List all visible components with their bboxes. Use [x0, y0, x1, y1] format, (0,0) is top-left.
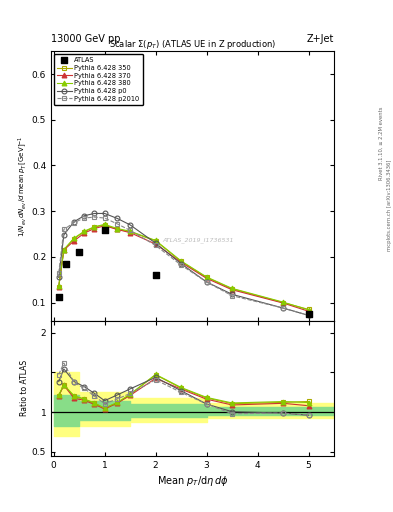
Pythia 6.428 380: [179, 258, 184, 264]
Pythia 6.428 350: [72, 236, 76, 242]
Pythia 6.428 p0: [61, 232, 66, 238]
Y-axis label: $1/N_{ev}\,dN_{ev}/d\,\mathrm{mean}\,p_T\,[\mathrm{GeV}]^{-1}$: $1/N_{ev}\,dN_{ev}/d\,\mathrm{mean}\,p_T…: [16, 135, 29, 237]
Pythia 6.428 380: [153, 238, 158, 244]
Pythia 6.428 p2010: [61, 226, 66, 232]
Pythia 6.428 350: [306, 306, 311, 312]
Pythia 6.428 370: [281, 300, 285, 306]
Pythia 6.428 350: [179, 259, 184, 265]
Pythia 6.428 p2010: [281, 305, 285, 311]
Pythia 6.428 370: [72, 238, 76, 244]
Title: Scalar $\Sigma(p_T)$ (ATLAS UE in Z production): Scalar $\Sigma(p_T)$ (ATLAS UE in Z prod…: [109, 38, 276, 51]
Pythia 6.428 350: [281, 300, 285, 306]
Pythia 6.428 p0: [230, 291, 235, 297]
Pythia 6.428 p0: [153, 240, 158, 246]
Pythia 6.428 370: [153, 241, 158, 247]
Pythia 6.428 370: [204, 275, 209, 282]
Pythia 6.428 380: [72, 235, 76, 241]
Pythia 6.428 350: [56, 284, 61, 290]
Pythia 6.428 p2010: [72, 220, 76, 226]
Pythia 6.428 p0: [204, 279, 209, 285]
Text: 13000 GeV pp: 13000 GeV pp: [51, 33, 121, 44]
Pythia 6.428 380: [281, 299, 285, 305]
Pythia 6.428 350: [153, 238, 158, 244]
ATLAS: [305, 310, 312, 318]
Pythia 6.428 350: [61, 247, 66, 253]
Pythia 6.428 p0: [82, 212, 86, 219]
Pythia 6.428 380: [128, 228, 132, 234]
Pythia 6.428 p2010: [128, 227, 132, 233]
Pythia 6.428 370: [92, 225, 97, 231]
Pythia 6.428 370: [128, 229, 132, 236]
ATLAS: [63, 260, 70, 268]
Pythia 6.428 p2010: [230, 293, 235, 299]
Pythia 6.428 370: [306, 308, 311, 314]
Pythia 6.428 p2010: [153, 242, 158, 248]
Pythia 6.428 p2010: [92, 214, 97, 220]
ATLAS: [152, 271, 159, 279]
Pythia 6.428 350: [102, 222, 107, 228]
Pythia 6.428 370: [230, 287, 235, 293]
Pythia 6.428 350: [230, 286, 235, 292]
Pythia 6.428 p2010: [306, 312, 311, 318]
Text: Rivet 3.1.10, ≥ 2.2M events: Rivet 3.1.10, ≥ 2.2M events: [379, 106, 384, 180]
Pythia 6.428 p2010: [56, 270, 61, 276]
Pythia 6.428 380: [230, 285, 235, 291]
Pythia 6.428 p0: [115, 216, 120, 222]
Pythia 6.428 p0: [306, 312, 311, 318]
Pythia 6.428 370: [61, 247, 66, 253]
Pythia 6.428 p0: [92, 210, 97, 217]
Pythia 6.428 p2010: [179, 262, 184, 268]
Pythia 6.428 380: [204, 274, 209, 280]
Pythia 6.428 p2010: [204, 279, 209, 285]
Pythia 6.428 p2010: [115, 221, 120, 227]
Pythia 6.428 380: [102, 221, 107, 227]
Pythia 6.428 380: [56, 283, 61, 289]
Pythia 6.428 350: [204, 274, 209, 281]
Line: Pythia 6.428 380: Pythia 6.428 380: [56, 222, 311, 312]
Line: Pythia 6.428 370: Pythia 6.428 370: [56, 223, 311, 314]
Pythia 6.428 370: [82, 230, 86, 236]
Pythia 6.428 350: [128, 229, 132, 235]
Pythia 6.428 370: [102, 223, 107, 229]
Pythia 6.428 p2010: [82, 215, 86, 221]
Pythia 6.428 370: [179, 259, 184, 265]
ATLAS: [55, 293, 62, 301]
Pythia 6.428 350: [92, 224, 97, 230]
Pythia 6.428 370: [115, 226, 120, 232]
ATLAS: [76, 248, 82, 257]
Legend: ATLAS, Pythia 6.428 350, Pythia 6.428 370, Pythia 6.428 380, Pythia 6.428 p0, Py: ATLAS, Pythia 6.428 350, Pythia 6.428 37…: [54, 54, 143, 105]
Pythia 6.428 p0: [56, 274, 61, 281]
Pythia 6.428 380: [92, 224, 97, 230]
Pythia 6.428 380: [82, 228, 86, 234]
Pythia 6.428 p0: [179, 261, 184, 267]
Line: Pythia 6.428 p0: Pythia 6.428 p0: [56, 211, 311, 318]
Text: ATLAS_2019_I1736531: ATLAS_2019_I1736531: [162, 237, 234, 243]
Text: Z+Jet: Z+Jet: [307, 33, 334, 44]
Text: mcplots.cern.ch [arXiv:1306.3436]: mcplots.cern.ch [arXiv:1306.3436]: [387, 159, 391, 250]
Pythia 6.428 p0: [128, 222, 132, 228]
Pythia 6.428 370: [56, 284, 61, 290]
Pythia 6.428 p0: [281, 305, 285, 311]
X-axis label: Mean $p_T$/d$\eta\,d\phi$: Mean $p_T$/d$\eta\,d\phi$: [157, 474, 228, 488]
Y-axis label: Ratio to ATLAS: Ratio to ATLAS: [20, 360, 29, 416]
ATLAS: [101, 226, 108, 234]
Pythia 6.428 p0: [102, 210, 107, 217]
Pythia 6.428 350: [82, 229, 86, 235]
Pythia 6.428 p2010: [102, 215, 107, 221]
Pythia 6.428 380: [61, 246, 66, 252]
Line: Pythia 6.428 350: Pythia 6.428 350: [56, 222, 311, 312]
Pythia 6.428 p0: [72, 219, 76, 225]
Pythia 6.428 380: [306, 307, 311, 313]
Pythia 6.428 380: [115, 225, 120, 231]
Pythia 6.428 350: [115, 226, 120, 232]
Line: Pythia 6.428 p2010: Pythia 6.428 p2010: [56, 215, 311, 318]
